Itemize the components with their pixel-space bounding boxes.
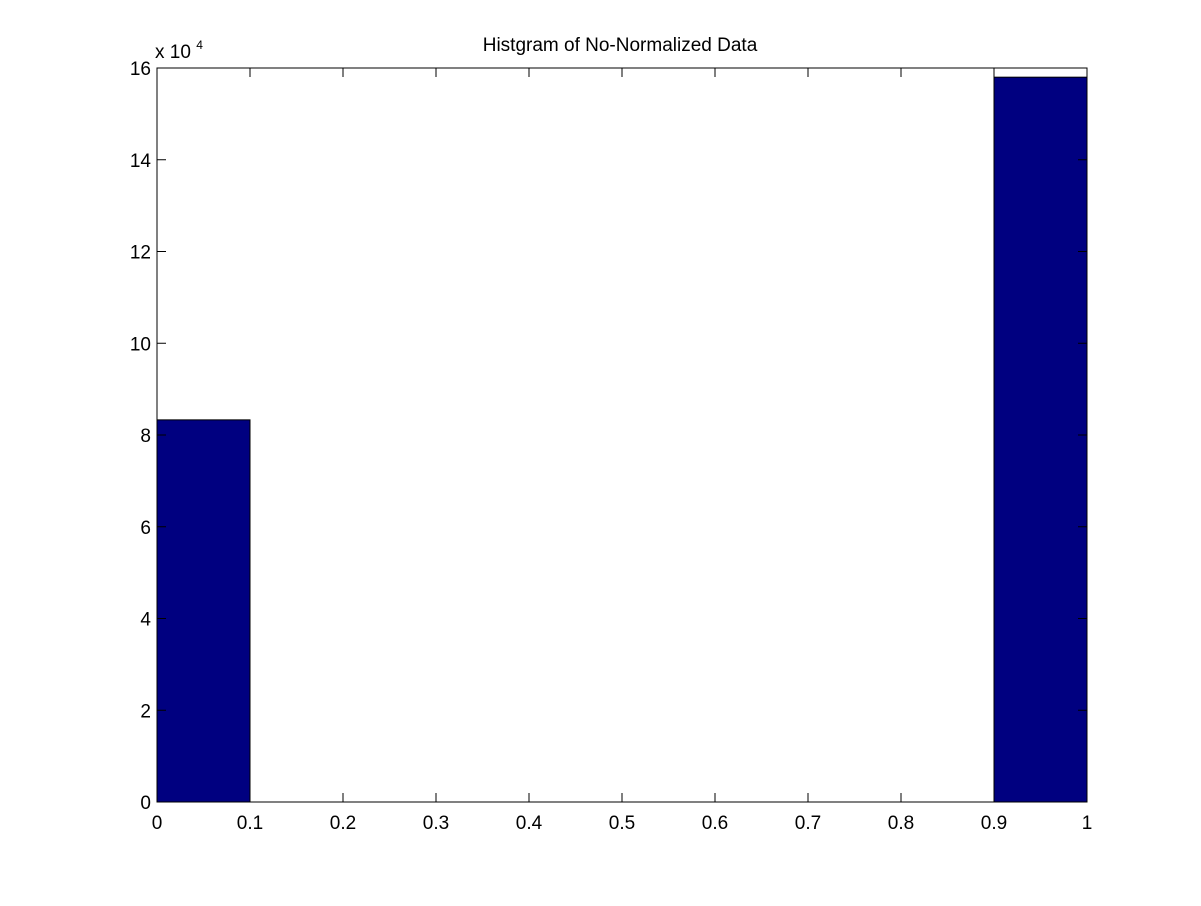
- chart-title: Histgram of No-Normalized Data: [483, 35, 758, 56]
- x-tick-label: 0.8: [888, 813, 914, 834]
- x-tick-label: 0.6: [702, 813, 728, 834]
- y-tick-label: 0: [140, 793, 151, 814]
- y-tick-label: 16: [130, 59, 151, 80]
- x-tick-label: 1: [1082, 813, 1093, 834]
- y-tick-label: 2: [140, 701, 151, 722]
- y-tick-label: 12: [130, 243, 151, 264]
- x-tick-label: 0.3: [423, 813, 449, 834]
- y-tick-label: 6: [140, 518, 151, 539]
- bars-layer: [156, 76, 1088, 803]
- x-tick-label: 0.5: [609, 813, 635, 834]
- y-tick-label: 4: [140, 610, 151, 631]
- x-tick-label: 0.7: [795, 813, 821, 834]
- x-tick-label: 0: [152, 813, 163, 834]
- axes-frame: [156, 67, 1088, 803]
- x-tick-label: 0.1: [237, 813, 263, 834]
- y-axis-multiplier: x 10 4: [155, 38, 203, 63]
- axes-background: [157, 68, 1087, 802]
- y-tick-label: 14: [130, 151, 152, 172]
- y-tick-label: 8: [140, 426, 151, 447]
- x-tick-label: 0.2: [330, 813, 356, 834]
- histogram-bar-1: [156, 419, 251, 803]
- x-tick-label: 0.9: [981, 813, 1007, 834]
- y-tick-label: 10: [130, 334, 151, 355]
- ticks-layer: 0 0.1 0.2 0.3 0.4 0.5 0.6 0.7 0.8 0.9 102468101214…: [130, 59, 1092, 834]
- histogram-bar-2: [993, 76, 1088, 803]
- y-axis-multiplier-base: x 10: [155, 42, 191, 63]
- x-tick-label: 0.4: [516, 813, 543, 834]
- y-axis-multiplier-exponent: 4: [196, 38, 203, 52]
